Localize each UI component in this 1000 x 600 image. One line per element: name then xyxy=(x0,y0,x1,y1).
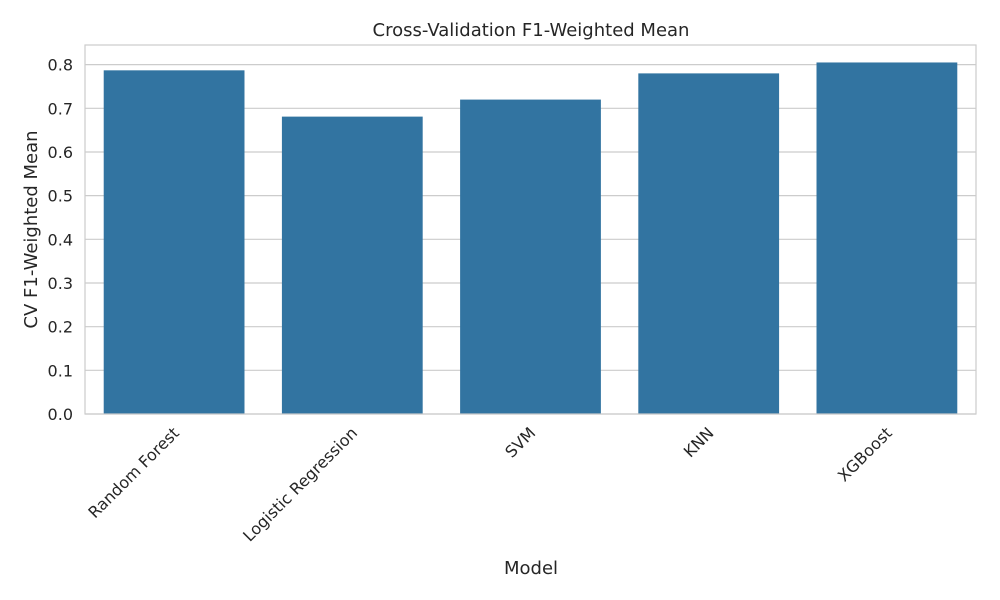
y-tick-label: 0.3 xyxy=(48,274,73,293)
y-tick-labels: 0.0 0.1 0.2 0.3 0.4 0.5 0.6 0.7 0.8 xyxy=(48,56,73,424)
x-tick-labels: Random Forest Logistic Regression SVM KNN XG… xyxy=(84,423,895,545)
y-tick-label: 0.7 xyxy=(48,99,73,118)
bar-knn xyxy=(638,73,780,414)
y-tick-label: 0.5 xyxy=(48,187,73,206)
bar-random-forest xyxy=(103,70,245,414)
y-tick-label: 0.6 xyxy=(48,143,73,162)
x-tick-label: Random Forest xyxy=(84,423,183,522)
chart-title: Cross-Validation F1-Weighted Mean xyxy=(373,20,690,41)
y-tick-label: 0.4 xyxy=(48,230,73,249)
plot-frame xyxy=(84,44,977,415)
x-tick-label: Logistic Regression xyxy=(239,423,361,545)
x-tick-label: KNN xyxy=(680,423,718,461)
y-tick-label: 0.8 xyxy=(48,56,73,75)
y-axis-label: CV F1-Weighted Mean xyxy=(21,130,42,328)
bar-logistic-regression xyxy=(281,116,423,414)
bars xyxy=(103,62,958,414)
bar-svm xyxy=(460,99,601,414)
y-tick-label: 0.0 xyxy=(48,405,73,424)
x-tick-label: XGBoost xyxy=(834,423,896,485)
bar-xgboost xyxy=(816,62,958,414)
y-tick-label: 0.2 xyxy=(48,318,73,337)
x-tick-label: SVM xyxy=(501,423,539,461)
x-axis-label: Model xyxy=(504,558,558,579)
y-tick-label: 0.1 xyxy=(48,361,73,380)
